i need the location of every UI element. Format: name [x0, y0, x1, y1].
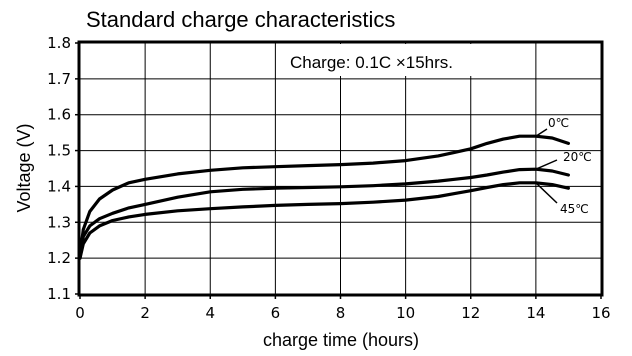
- y-tick-label: 1.5: [47, 142, 71, 160]
- x-axis-label: charge time (hours): [263, 330, 419, 350]
- plot-area-frame: [77, 40, 604, 297]
- y-tick-label: 1.8: [47, 34, 71, 52]
- x-tick-label: 6: [271, 304, 281, 322]
- series-label: 45℃: [560, 202, 589, 216]
- series-labels: 0℃ 20℃ 45℃: [535, 116, 592, 216]
- annotation-box: [277, 44, 534, 76]
- x-tick-label: 8: [336, 304, 346, 322]
- x-tick-label: 12: [461, 304, 480, 322]
- y-axis-ticks: 1.1 1.2 1.3 1.4 1.5 1.6 1.7 1.8: [47, 34, 80, 303]
- series-label-leader: [535, 128, 548, 137]
- y-tick-label: 1.6: [47, 106, 71, 124]
- series-lines: [78, 134, 571, 260]
- y-axis-label: Voltage (V): [14, 123, 34, 212]
- x-tick-label: 2: [140, 304, 150, 322]
- x-axis-ticks: 0 2 4 6 8 10 12 14 16: [75, 294, 611, 322]
- x-tick-label: 14: [526, 304, 545, 322]
- series-line: [78, 167, 571, 260]
- y-tick-label: 1.7: [47, 70, 71, 88]
- y-tick-label: 1.3: [47, 213, 71, 231]
- charge-condition-annotation: Charge: 0.1C ×15hrs.: [290, 53, 453, 72]
- x-tick-label: 0: [75, 304, 85, 322]
- series-line: [78, 134, 571, 257]
- series-label: 0℃: [548, 116, 569, 130]
- y-tick-label: 1.1: [47, 285, 71, 303]
- x-tick-label: 10: [396, 304, 415, 322]
- series-label-leader: [535, 159, 558, 170]
- series-label: 20℃: [563, 150, 592, 164]
- y-tick-label: 1.4: [47, 177, 71, 195]
- series-line: [78, 181, 571, 260]
- chart-title: Standard charge characteristics: [86, 7, 395, 32]
- x-tick-label: 16: [591, 304, 610, 322]
- y-tick-label: 1.2: [47, 249, 71, 267]
- x-tick-label: 4: [205, 304, 215, 322]
- series-label-leader: [535, 182, 558, 204]
